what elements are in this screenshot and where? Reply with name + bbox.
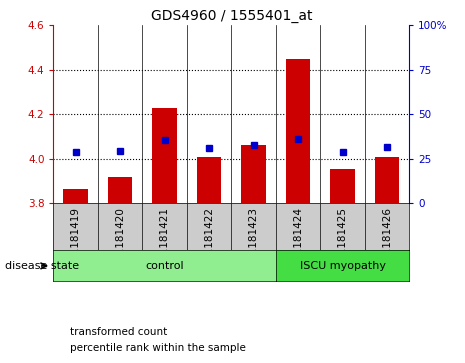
Text: percentile rank within the sample: percentile rank within the sample bbox=[70, 343, 246, 354]
Bar bbox=[108, 176, 133, 203]
Text: GSM1181422: GSM1181422 bbox=[204, 207, 214, 277]
Text: GSM1181423: GSM1181423 bbox=[249, 207, 259, 277]
Bar bbox=[197, 156, 221, 203]
Text: disease state: disease state bbox=[5, 261, 79, 271]
Text: GSM1181424: GSM1181424 bbox=[293, 207, 303, 277]
Text: transformed count: transformed count bbox=[70, 327, 167, 337]
Text: GSM1181419: GSM1181419 bbox=[71, 207, 81, 277]
Bar bbox=[153, 108, 177, 203]
Bar bbox=[241, 146, 266, 203]
Text: GSM1181421: GSM1181421 bbox=[159, 207, 170, 277]
Text: GSM1181426: GSM1181426 bbox=[382, 207, 392, 277]
Bar bbox=[64, 189, 88, 203]
Text: GSM1181425: GSM1181425 bbox=[338, 207, 347, 277]
Text: ISCU myopathy: ISCU myopathy bbox=[299, 261, 385, 271]
Bar bbox=[330, 169, 355, 203]
Title: GDS4960 / 1555401_at: GDS4960 / 1555401_at bbox=[151, 9, 312, 23]
Bar bbox=[286, 59, 310, 203]
Text: GSM1181420: GSM1181420 bbox=[115, 207, 125, 277]
Bar bbox=[375, 156, 399, 203]
Text: control: control bbox=[146, 261, 184, 271]
